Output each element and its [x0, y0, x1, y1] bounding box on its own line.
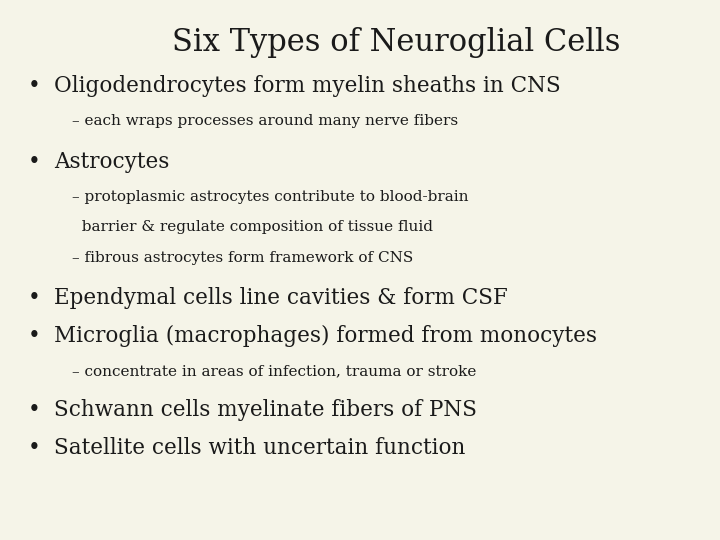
Text: Astrocytes: Astrocytes [54, 151, 169, 173]
Text: – concentrate in areas of infection, trauma or stroke: – concentrate in areas of infection, tra… [72, 364, 477, 378]
Text: Satellite cells with uncertain function: Satellite cells with uncertain function [54, 437, 465, 459]
Text: – protoplasmic astrocytes contribute to blood-brain: – protoplasmic astrocytes contribute to … [72, 190, 469, 204]
Text: Ependymal cells line cavities & form CSF: Ependymal cells line cavities & form CSF [54, 287, 508, 309]
Text: Schwann cells myelinate fibers of PNS: Schwann cells myelinate fibers of PNS [54, 400, 477, 421]
Text: •: • [28, 437, 41, 459]
Text: barrier & regulate composition of tissue fluid: barrier & regulate composition of tissue… [72, 220, 433, 234]
Text: •: • [28, 287, 41, 309]
Text: Microglia (macrophages) formed from monocytes: Microglia (macrophages) formed from mono… [54, 325, 597, 347]
Text: •: • [28, 325, 41, 347]
Text: Six Types of Neuroglial Cells: Six Types of Neuroglial Cells [172, 27, 620, 58]
Text: •: • [28, 151, 41, 173]
Text: – fibrous astrocytes form framework of CNS: – fibrous astrocytes form framework of C… [72, 251, 413, 265]
Text: Oligodendrocytes form myelin sheaths in CNS: Oligodendrocytes form myelin sheaths in … [54, 76, 561, 97]
Text: •: • [28, 76, 41, 97]
Text: – each wraps processes around many nerve fibers: – each wraps processes around many nerve… [72, 114, 458, 129]
Text: •: • [28, 400, 41, 421]
